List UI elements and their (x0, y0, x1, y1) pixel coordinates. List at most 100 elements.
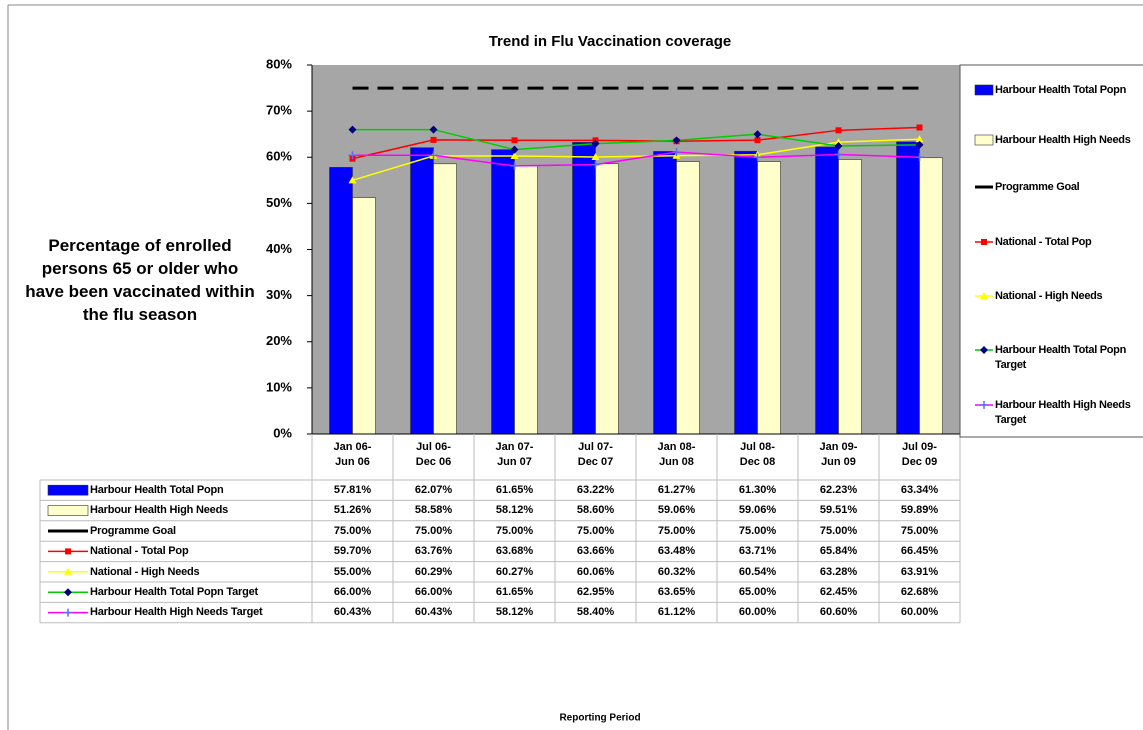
table-cell: 57.81% (333, 484, 372, 496)
table-cell: 59.51% (819, 504, 858, 517)
bar (757, 161, 781, 435)
line-marker (429, 151, 438, 160)
table-cell: 63.28% (819, 565, 858, 578)
table-cell: 66.00% (333, 586, 372, 598)
table-cell: 62.95% (576, 586, 615, 598)
legend-label: Harbour Health High Needs (995, 134, 1131, 146)
table-cell: 62.68% (900, 586, 939, 598)
y-tick-label: 80% (266, 56, 292, 71)
table-cell: 60.00% (900, 606, 939, 619)
line-marker (834, 141, 843, 150)
table-cell: 63.68% (495, 545, 534, 558)
bar (491, 149, 515, 435)
legend-symbol-marker (980, 346, 988, 354)
table-cell: 51.26% (333, 504, 372, 517)
table-cell: 58.12% (495, 504, 534, 517)
line-marker (753, 153, 762, 162)
line-marker (510, 161, 519, 170)
line-marker (672, 148, 681, 157)
x-tick-label: Jan 08-Jun 08 (657, 441, 696, 468)
table-row-label: Harbour Health High Needs Target (90, 606, 263, 619)
line-marker (348, 151, 357, 160)
table-legend-symbol-marker (64, 588, 72, 597)
x-tick-label: Jan 06-Jun 06 (333, 441, 372, 468)
table-row-label: Programme Goal (90, 524, 176, 537)
line-marker (834, 150, 843, 159)
bar (410, 147, 434, 435)
line-marker (753, 130, 762, 139)
table-legend-symbol-marker (65, 548, 71, 555)
table-cell: 62.23% (819, 484, 858, 496)
table-cell: 75.00% (495, 524, 534, 537)
legend-label: Harbour Health High Needs Target (995, 399, 1131, 426)
legend-symbol (974, 84, 994, 96)
x-tick-label: Jul 06-Dec 06 (415, 441, 452, 468)
table-cell: 63.34% (900, 484, 939, 496)
table-legend-symbol-marker (64, 567, 72, 575)
table-cell: 75.00% (333, 524, 372, 537)
table-cell: 61.27% (657, 484, 696, 496)
legend-symbol-marker (981, 239, 987, 245)
line-marker (672, 136, 681, 145)
bar (352, 197, 376, 435)
table-cell: 62.45% (819, 586, 858, 598)
legend-label: National - High Needs (995, 290, 1103, 302)
table-legend-symbol (47, 505, 89, 516)
bar (433, 163, 457, 435)
x-axis-label: Reporting Period (559, 713, 640, 724)
legend-label: National - Total Pop (995, 236, 1092, 248)
table-cell: 60.43% (414, 606, 453, 619)
table-cell: 60.54% (738, 565, 777, 578)
table-row-label: Harbour Health Total Popn (90, 484, 224, 496)
table-cell: 60.43% (333, 606, 372, 619)
table-cell: 61.65% (495, 484, 534, 496)
table-cell: 65.84% (819, 545, 858, 558)
line-marker (510, 145, 519, 154)
legend-symbol (974, 134, 994, 146)
x-tick-label: Jul 09-Dec 09 (901, 441, 938, 468)
table-cell: 66.45% (900, 545, 939, 558)
bar (514, 165, 538, 435)
table-cell: 59.06% (738, 504, 777, 517)
line-marker (510, 152, 519, 160)
legend-symbol-marker (980, 401, 988, 409)
table-legend-symbol-marker (64, 608, 72, 617)
table-cell: 60.29% (414, 565, 453, 578)
table-cell: 58.40% (576, 606, 615, 619)
table-cell: 60.00% (738, 606, 777, 619)
y-tick-label: 60% (266, 149, 292, 164)
table-row-label: National - Total Pop (90, 545, 189, 558)
line-marker (348, 176, 357, 184)
table-cell: 66.00% (414, 586, 453, 598)
line-marker (915, 140, 924, 149)
y-tick-label: 20% (266, 333, 292, 348)
x-tick-label: Jan 07-Jun 07 (495, 441, 534, 468)
table-row-label: National - High Needs (90, 565, 200, 578)
line-marker (915, 135, 924, 143)
table-cell: 62.07% (414, 484, 453, 496)
bar (838, 159, 862, 435)
x-tick-label: Jan 09-Jun 09 (819, 441, 858, 468)
table-cell: 63.66% (576, 545, 615, 558)
line-marker (834, 138, 843, 146)
table-cell: 63.71% (738, 545, 777, 558)
y-tick-label: 50% (266, 195, 292, 210)
table-cell: 58.12% (495, 606, 534, 619)
legend-label: Harbour Health Total Popn Target (995, 344, 1127, 371)
line-marker (591, 139, 600, 148)
x-tick-label: Jul 07-Dec 07 (577, 441, 614, 468)
table-cell: 60.60% (819, 606, 858, 619)
bar (572, 142, 596, 435)
line-marker (591, 152, 600, 160)
table-cell: 75.00% (576, 524, 615, 537)
bar (919, 157, 943, 435)
table-cell: 63.76% (414, 545, 453, 558)
table-cell: 61.30% (738, 484, 777, 496)
legend-label: Harbour Health Total Popn (995, 84, 1127, 96)
table-cell: 75.00% (819, 524, 858, 537)
y-tick-label: 40% (266, 241, 292, 256)
line-marker (429, 125, 438, 134)
line-marker (511, 137, 518, 144)
table-cell: 55.00% (333, 565, 372, 578)
